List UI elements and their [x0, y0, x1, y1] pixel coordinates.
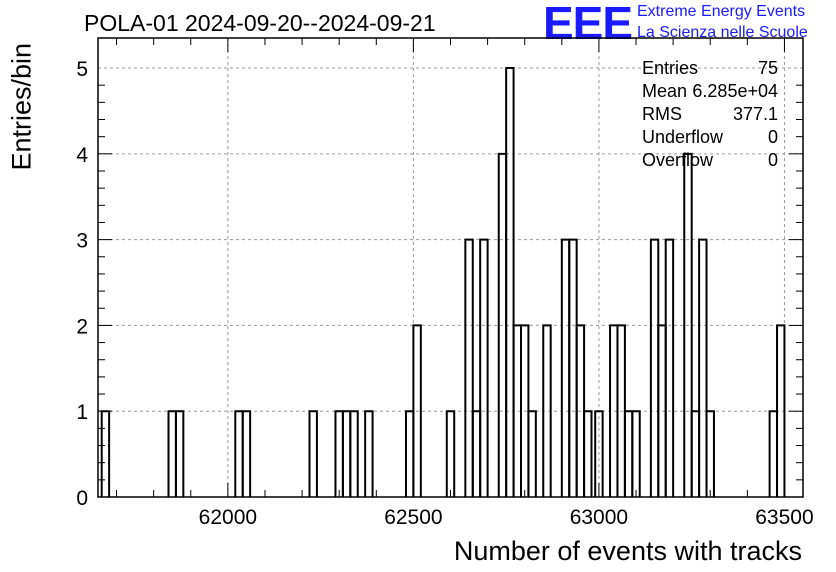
- stats-value: 377.1: [732, 104, 778, 124]
- stats-row-overflow: Overflow 0: [642, 150, 778, 172]
- histogram-bin: [174, 410, 185, 497]
- histogram-bin: [100, 410, 111, 497]
- y-tick-label: 0: [76, 487, 88, 510]
- histogram-bin: [690, 410, 701, 497]
- histogram-bin: [404, 410, 415, 497]
- stats-key: Mean: [642, 81, 688, 101]
- stats-key: Overflow: [642, 150, 714, 170]
- histogram-bin: [341, 410, 352, 497]
- histogram-bin: [583, 410, 593, 497]
- histogram-bin: [364, 410, 374, 497]
- stats-row-mean: Mean 6.285e+04: [642, 81, 778, 103]
- histogram-bin: [349, 410, 359, 497]
- stats-value: 75: [757, 58, 778, 78]
- stats-row-underflow: Underflow 0: [642, 127, 778, 149]
- stats-key: RMS: [642, 104, 682, 124]
- x-tick-label: 63000: [570, 506, 628, 529]
- histogram-bin: [623, 410, 634, 497]
- histogram-bin: [234, 410, 244, 497]
- x-tick-label: 62500: [384, 506, 442, 529]
- histogram-bin: [464, 238, 474, 497]
- histogram-bin: [505, 67, 515, 497]
- y-tick-label: 4: [76, 144, 88, 167]
- stats-value: 6.285e+04: [692, 81, 778, 101]
- stats-key: Entries: [642, 58, 699, 78]
- y-tick-label: 2: [76, 315, 88, 338]
- histogram-bin: [594, 410, 604, 497]
- chart-title: POLA-01 2024-09-20--2024-09-21: [84, 10, 436, 36]
- stats-row-entries: Entries 75: [642, 58, 778, 80]
- stats-value: 0: [767, 127, 778, 147]
- y-tick-label: 1: [76, 401, 88, 424]
- y-tick-label: 3: [76, 230, 88, 253]
- histogram-bin: [167, 410, 177, 497]
- stats-row-rms: RMS 377.1: [642, 104, 778, 126]
- histogram-bin: [664, 238, 675, 497]
- x-tick-label: 63500: [755, 506, 813, 529]
- histogram-bin: [560, 238, 571, 497]
- histogram-bin: [412, 324, 422, 497]
- histogram-bin: [471, 410, 482, 497]
- histogram-bin: [698, 238, 708, 497]
- histogram-bin: [241, 410, 252, 497]
- histogram-bin: [683, 152, 693, 497]
- histogram-bin: [527, 410, 537, 497]
- histogram-bin: [445, 410, 456, 497]
- logo-caption-line1: Extreme Energy Events: [637, 3, 806, 20]
- x-tick-label: 62000: [199, 506, 257, 529]
- histogram-bin: [334, 410, 344, 497]
- histogram-bin: [479, 238, 489, 497]
- stats-key: Underflow: [642, 127, 724, 147]
- histogram-bin: [768, 410, 779, 497]
- histogram-bin: [649, 238, 660, 497]
- x-axis-label: Number of events with tracks: [453, 536, 802, 566]
- y-axis-label: Entries/bin: [6, 42, 37, 171]
- logo-caption-line2: La Scienza nelle Scuole: [637, 24, 808, 41]
- histogram-bin: [631, 410, 641, 497]
- histogram-bin: [542, 324, 552, 497]
- stats-value: 0: [767, 150, 778, 170]
- histogram-bin: [568, 238, 578, 497]
- y-tick-label: 5: [76, 58, 88, 81]
- histogram-bin: [308, 410, 318, 497]
- histogram-bin: [776, 324, 786, 497]
- histogram-bin: [705, 410, 715, 497]
